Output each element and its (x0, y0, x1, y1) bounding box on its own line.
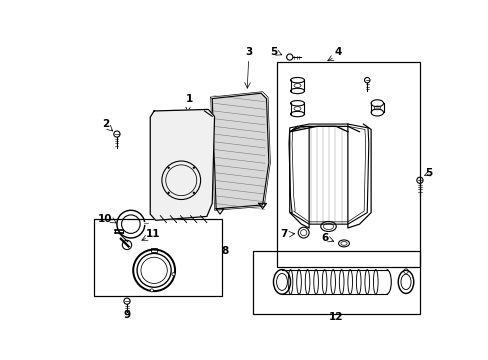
Bar (94, 219, 221, 296)
Text: 7: 7 (280, 229, 287, 239)
Polygon shape (150, 109, 214, 220)
Bar (253, 251, 419, 314)
Text: 5: 5 (270, 48, 277, 58)
Text: 3: 3 (244, 48, 252, 58)
Text: 10: 10 (98, 214, 112, 224)
Bar (151, 248, 157, 252)
Bar (276, 62, 419, 266)
Text: 12: 12 (328, 311, 343, 321)
Text: 5: 5 (425, 167, 432, 177)
Circle shape (172, 273, 175, 276)
Text: 1: 1 (185, 94, 192, 112)
Text: 9: 9 (123, 310, 130, 320)
Text: 4: 4 (334, 48, 342, 58)
Circle shape (167, 167, 169, 169)
Circle shape (192, 167, 195, 169)
Text: 2: 2 (102, 119, 109, 129)
Circle shape (192, 192, 195, 194)
Text: 6: 6 (320, 233, 327, 243)
Text: 11: 11 (145, 229, 160, 239)
Text: 8: 8 (222, 246, 228, 256)
Polygon shape (212, 93, 268, 209)
Circle shape (167, 192, 169, 194)
Circle shape (150, 289, 153, 292)
